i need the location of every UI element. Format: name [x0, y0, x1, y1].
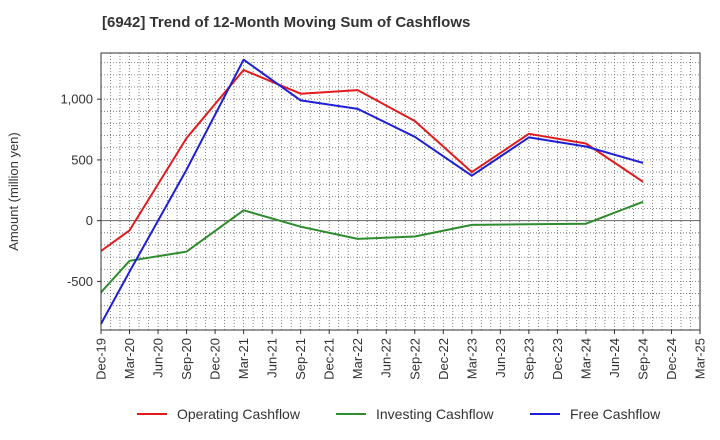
- legend: Operating Cashflow Investing Cashflow Free…: [137, 406, 661, 422]
- x-tick-label: Sep-23: [521, 338, 536, 380]
- operating-cashflow-line: [100, 69, 644, 252]
- y-tick-labels: -500 0 500 1,000: [60, 92, 101, 289]
- y-tick-label: -500: [67, 274, 93, 289]
- x-tick-label: Sep-20: [179, 338, 194, 380]
- x-tick-label: Mar-25: [693, 338, 708, 379]
- free-cashflow-line: [100, 58, 644, 325]
- chart-title: [6942] Trend of 12-Month Moving Sum of C…: [102, 14, 471, 31]
- legend-label-investing-cashflow: Investing Cashflow: [376, 406, 494, 422]
- x-tick-label: Jun-20: [151, 338, 166, 378]
- x-tick-label: Jun-23: [493, 338, 508, 378]
- x-tick-label: Sep-22: [407, 338, 422, 380]
- series-lines: [100, 58, 644, 325]
- investing-cashflow-line: [100, 200, 644, 293]
- y-tick-label: 500: [71, 152, 93, 167]
- y-axis-title: Amount (million yen): [6, 132, 21, 251]
- x-tick-label: Dec-22: [436, 338, 451, 380]
- x-tick-label: Mar-20: [122, 338, 137, 379]
- plot-frame: [100, 52, 701, 331]
- x-tick-label: Dec-21: [322, 338, 337, 380]
- x-tick-labels: Dec-19 Mar-20 Jun-20 Sep-20 Dec-20 Mar-21 Jun-…: [94, 330, 708, 380]
- x-tick-label: Mar-23: [464, 338, 479, 379]
- x-tick-label: Mar-22: [350, 338, 365, 379]
- y-tick-label: 0: [86, 213, 93, 228]
- x-tick-label: Sep-21: [293, 338, 308, 380]
- x-tick-label: Dec-19: [94, 338, 109, 380]
- x-tick-label: Jun-21: [265, 338, 280, 378]
- x-tick-label: Sep-24: [635, 338, 650, 380]
- legend-label-free-cashflow: Free Cashflow: [570, 406, 661, 422]
- x-tick-label: Dec-20: [208, 338, 223, 380]
- legend-label-operating-cashflow: Operating Cashflow: [177, 406, 301, 422]
- x-tick-label: Jun-24: [607, 338, 622, 378]
- x-tick-label: Dec-23: [550, 338, 565, 380]
- x-tick-label: Mar-21: [236, 338, 251, 379]
- x-tick-label: Mar-24: [578, 338, 593, 379]
- y-tick-label: 1,000: [60, 92, 93, 107]
- grid-lines: [101, 53, 700, 330]
- x-tick-label: Jun-22: [379, 338, 394, 378]
- x-tick-label: Dec-24: [664, 338, 679, 380]
